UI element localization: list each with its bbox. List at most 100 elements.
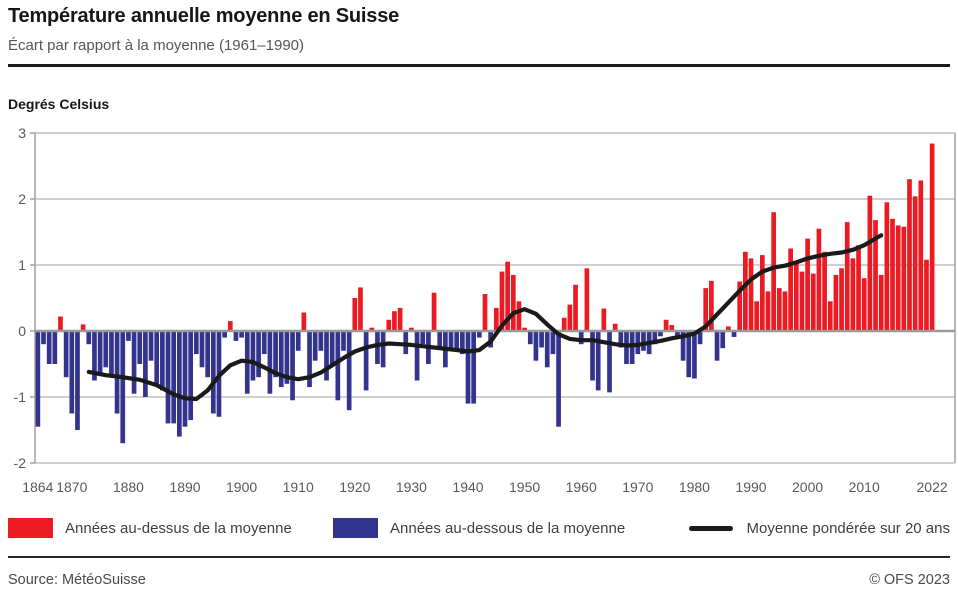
copyright: © OFS 2023: [869, 572, 950, 588]
x-tick-label: 1980: [679, 479, 710, 495]
x-tick-label: 2000: [792, 479, 823, 495]
year-bar-1885: [154, 331, 160, 384]
year-bar-1973: [652, 331, 658, 345]
footer-divider: [8, 556, 950, 558]
year-bar-1989: [743, 251, 748, 331]
x-tick-label: 1864: [22, 479, 53, 495]
year-bar-1998: [793, 261, 799, 331]
year-bar-1942: [476, 331, 482, 338]
year-bar-1981: [697, 331, 703, 345]
year-bar-1959: [573, 284, 578, 331]
header-divider: [8, 64, 950, 67]
year-bar-1974: [658, 331, 663, 337]
year-bar-1958: [567, 304, 573, 331]
year-bar-1986: [726, 326, 731, 331]
year-bar-1937: [448, 331, 454, 349]
year-bar-1893: [199, 331, 205, 368]
page-title: Température annuelle moyenne en Suisse: [8, 5, 400, 27]
year-bar-1917: [335, 331, 341, 401]
x-tick-label: 1870: [56, 479, 87, 495]
year-bar-1919: [346, 331, 352, 411]
year-bar-1902: [250, 331, 256, 381]
year-bar-1867: [52, 331, 58, 364]
year-bar-1970: [635, 331, 641, 355]
year-bar-1988: [737, 281, 743, 331]
year-bar-1869: [63, 331, 69, 378]
legend-label: Années au-dessous de la moyenne: [390, 519, 626, 537]
year-bar-1982: [703, 288, 709, 331]
year-bar-1939: [460, 331, 465, 355]
year-bar-1984: [714, 331, 720, 361]
year-bar-1978: [680, 331, 686, 361]
year-bar-1873: [86, 331, 92, 345]
year-bar-1877: [109, 331, 114, 378]
year-bar-1975: [663, 319, 669, 331]
year-bar-1926: [386, 319, 392, 331]
x-tick-label: 1920: [339, 479, 370, 495]
y-tick-label: 1: [18, 257, 26, 273]
year-bar-1870: [69, 331, 75, 414]
year-bar-1876: [103, 331, 109, 368]
year-bar-1976: [669, 325, 675, 331]
year-bar-1983: [709, 280, 714, 331]
year-bar-1954: [544, 331, 550, 368]
year-bar-1991: [754, 301, 760, 331]
year-bar-1906: [273, 331, 278, 378]
legend: Années au-dessus de la moyenne Années au…: [8, 516, 950, 540]
year-bar-2001: [810, 273, 816, 331]
year-bar-1900: [239, 331, 244, 338]
year-bar-1915: [324, 331, 329, 381]
year-bar-1964: [601, 308, 607, 331]
year-bar-1898: [227, 321, 233, 331]
legend-item-weighted-mean: Moyenne pondérée sur 20 ans: [688, 516, 950, 540]
x-tick-label: 1890: [169, 479, 200, 495]
year-bar-2015: [890, 218, 895, 331]
year-bar-1886: [160, 331, 165, 391]
source-credit: Source: MétéoSuisse: [8, 572, 146, 588]
year-bar-1950: [522, 327, 527, 331]
year-bar-1883: [143, 331, 148, 397]
year-bar-1952: [533, 331, 539, 361]
year-bar-1864: [35, 331, 41, 427]
year-bar-1927: [392, 311, 397, 331]
year-bar-1980: [692, 331, 697, 379]
year-bar-2011: [867, 195, 873, 331]
year-bar-1999: [799, 271, 805, 331]
legend-label: Moyenne pondérée sur 20 ans: [746, 519, 950, 537]
year-bar-1910: [295, 331, 301, 351]
year-bar-2018: [907, 179, 912, 331]
year-bar-1965: [607, 331, 612, 393]
year-bar-1969: [629, 331, 635, 364]
x-tick-label: 2022: [917, 479, 948, 495]
year-bar-1931: [414, 331, 420, 381]
year-bar-1881: [131, 331, 137, 394]
year-bar-1903: [256, 331, 261, 378]
year-bar-1887: [165, 331, 171, 424]
year-bar-1913: [312, 331, 318, 361]
year-bar-2003: [822, 251, 827, 331]
y-tick-label: 3: [18, 125, 26, 141]
year-bar-2019: [912, 196, 918, 331]
year-bar-2002: [816, 228, 822, 331]
year-bar-1916: [329, 331, 335, 364]
year-bar-1943: [482, 294, 488, 331]
year-bar-1882: [137, 331, 143, 364]
year-bar-1904: [261, 331, 267, 355]
year-bar-1941: [471, 331, 477, 404]
x-tick-label: 1900: [226, 479, 257, 495]
year-bar-1866: [46, 331, 52, 364]
x-tick-label: 2010: [849, 479, 880, 495]
year-bar-1990: [748, 258, 754, 331]
year-bar-2022: [929, 143, 935, 331]
year-bar-1977: [675, 331, 680, 338]
year-bar-1948: [510, 274, 516, 331]
year-bar-1956: [556, 331, 561, 427]
year-bar-1923: [369, 327, 375, 331]
year-bar-2013: [878, 274, 884, 331]
x-tick-label: 1960: [566, 479, 597, 495]
year-bar-1911: [301, 312, 307, 331]
year-bar-2020: [918, 180, 924, 331]
year-bar-1865: [41, 331, 46, 345]
year-bar-1963: [595, 331, 601, 391]
year-bar-1960: [578, 331, 584, 345]
